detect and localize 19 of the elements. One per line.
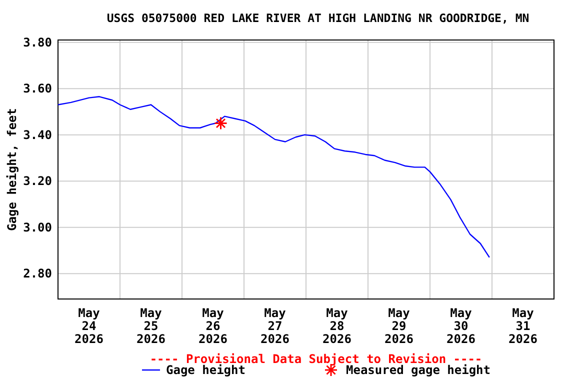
x-tick-label: May 28 2026 bbox=[322, 306, 352, 346]
legend-label: Measured gage height bbox=[346, 363, 490, 377]
x-tick-label: May 24 2026 bbox=[74, 306, 104, 346]
chart-title: USGS 05075000 RED LAKE RIVER AT HIGH LANDING NR GOODRIDGE, MN bbox=[106, 11, 530, 25]
y-tick-label: 3.40 bbox=[23, 128, 52, 142]
x-tick-label: May 29 2026 bbox=[384, 306, 414, 346]
x-tick-label: May 27 2026 bbox=[260, 306, 290, 346]
y-axis-title: Gage height, feet bbox=[5, 108, 19, 231]
x-tick-label: May 31 2026 bbox=[508, 306, 538, 346]
y-tick-label: 3.80 bbox=[23, 35, 52, 50]
x-tick-label: May 30 2026 bbox=[446, 306, 476, 346]
line-series bbox=[57, 96, 490, 258]
x-tick-label: May 26 2026 bbox=[198, 306, 228, 346]
legend-label: Gage height bbox=[166, 363, 246, 377]
x-tick-label: May 25 2026 bbox=[136, 306, 166, 346]
y-tick-label: 3.60 bbox=[23, 82, 52, 96]
y-tick-label: 2.80 bbox=[23, 266, 52, 281]
y-tick-label: 3.20 bbox=[23, 174, 52, 188]
y-tick-label: 3.00 bbox=[23, 220, 52, 234]
